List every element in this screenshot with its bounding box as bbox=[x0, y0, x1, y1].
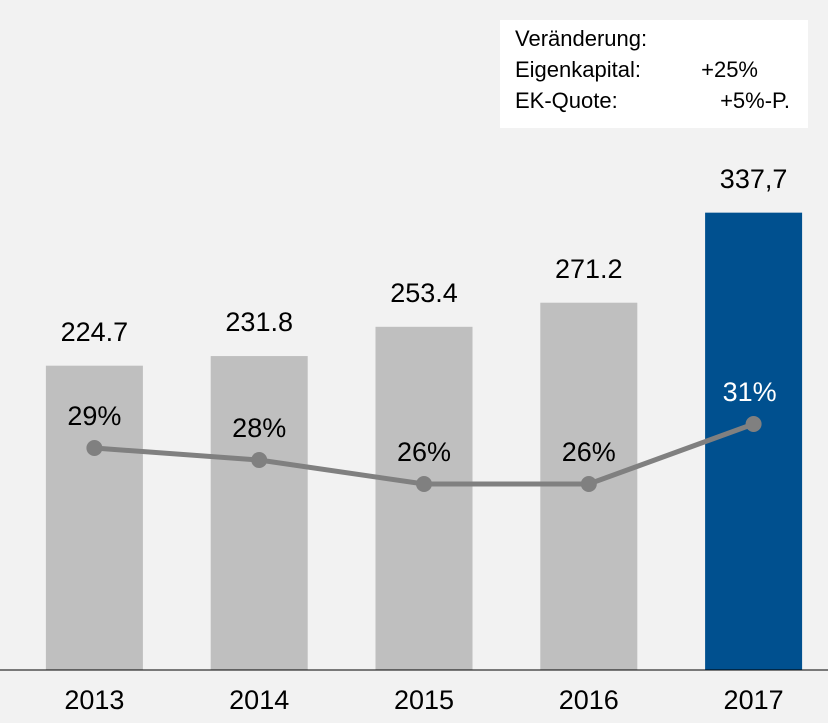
bar-value-label: 337,7 bbox=[720, 164, 788, 194]
x-tick-label: 2015 bbox=[394, 685, 454, 715]
line-point bbox=[416, 476, 432, 492]
bar-value-label: 231.8 bbox=[225, 307, 293, 337]
bar bbox=[45, 365, 143, 670]
line-value-label: 26% bbox=[397, 437, 451, 467]
x-tick-label: 2013 bbox=[64, 685, 124, 715]
bar bbox=[375, 326, 473, 670]
annotation-title: Veränderung: bbox=[515, 26, 647, 51]
x-tick-label: 2016 bbox=[559, 685, 619, 715]
line-value-label: 28% bbox=[232, 413, 286, 443]
bar-value-label: 224.7 bbox=[61, 317, 129, 347]
line-point bbox=[745, 416, 762, 432]
x-tick-label: 2017 bbox=[724, 685, 784, 715]
annotation-label: Eigenkapital: bbox=[515, 57, 641, 82]
bar-value-label: 253.4 bbox=[390, 278, 458, 308]
annotation-box bbox=[500, 20, 808, 128]
line-value-label: 26% bbox=[562, 437, 616, 467]
bar bbox=[705, 212, 803, 670]
x-tick-label: 2014 bbox=[229, 685, 289, 715]
annotation-label: EK-Quote: bbox=[515, 88, 618, 113]
line-value-label: 31% bbox=[723, 377, 777, 407]
line-point bbox=[251, 452, 268, 468]
annotation-value: +25% bbox=[701, 57, 758, 82]
line-point bbox=[580, 476, 597, 492]
line-value-label: 29% bbox=[67, 401, 121, 431]
line-point bbox=[86, 440, 103, 456]
bar bbox=[210, 356, 308, 670]
bar-value-label: 271.2 bbox=[555, 254, 623, 284]
annotation-value: +5%-P. bbox=[720, 88, 790, 113]
